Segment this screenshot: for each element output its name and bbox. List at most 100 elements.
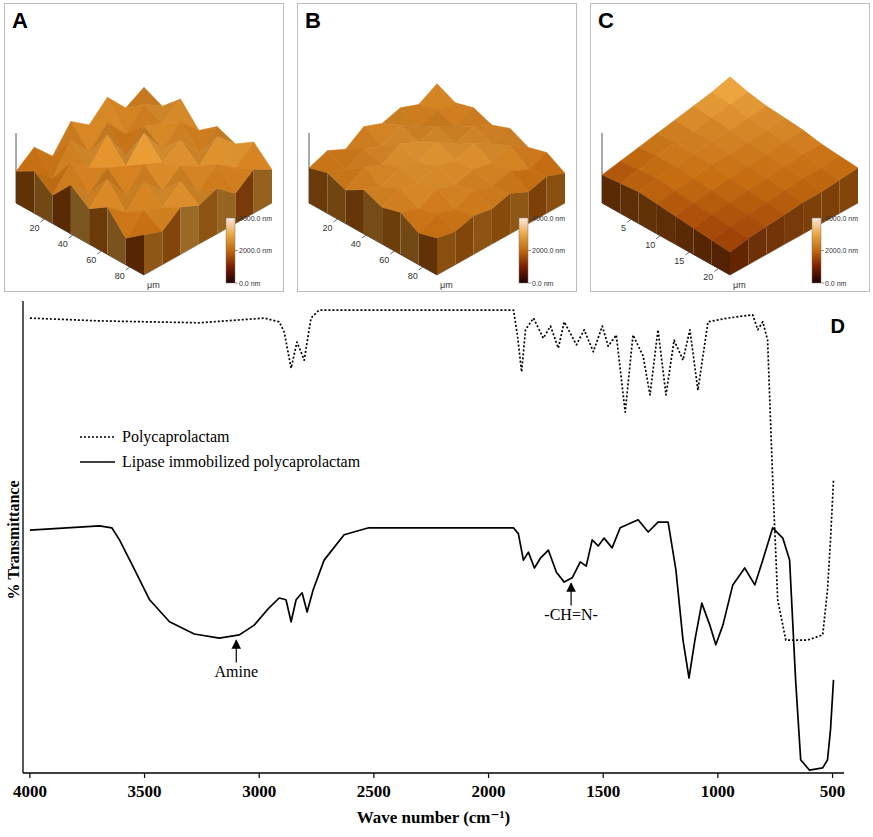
surface-cell	[419, 110, 456, 127]
legend-swatch	[80, 461, 115, 463]
x-axis-title: μm	[733, 280, 746, 290]
y-axis-title: % Transmittance	[5, 481, 22, 600]
panel-frame	[591, 4, 870, 292]
annotation-arrow	[570, 583, 571, 605]
surface-skirt	[547, 173, 565, 213]
x-axis-title: μm	[440, 280, 453, 290]
x-tick-label: 40	[351, 239, 361, 249]
x-axis	[23, 772, 844, 773]
x-tick-label: 3500	[128, 782, 162, 801]
x-tick	[373, 773, 374, 778]
surface-skirt	[309, 168, 327, 213]
surface-skirt	[840, 168, 858, 213]
x-tick-label: 1500	[586, 782, 620, 801]
surface-skirt	[675, 216, 693, 254]
surface-skirt	[382, 207, 400, 254]
colorbar-label: 4000.0 nm	[239, 215, 272, 222]
surface-cell	[419, 127, 456, 144]
surface-cell	[346, 168, 383, 191]
spectrum-line	[30, 520, 834, 770]
x-tick	[717, 773, 718, 778]
surface-skirt	[474, 209, 492, 254]
surface-skirt	[71, 185, 89, 244]
surface-cell	[199, 137, 236, 168]
colorbar-tick	[528, 218, 531, 219]
legend-swatch	[80, 436, 115, 438]
x-tick-label: 60	[86, 255, 96, 265]
y-axis	[730, 203, 858, 275]
x-tick-label: 20	[29, 223, 39, 233]
surface-skirt	[419, 233, 437, 275]
x-tick	[419, 267, 423, 270]
x-tick-label: 15	[674, 256, 684, 266]
surface-cell	[382, 188, 419, 212]
x-tick	[685, 252, 689, 255]
surface-cell	[126, 133, 163, 166]
x-tick	[333, 219, 337, 222]
surface-cell	[382, 144, 419, 166]
x-tick	[259, 773, 260, 778]
surface-skirt	[785, 202, 803, 244]
surface-skirt	[181, 206, 199, 255]
surface-skirt	[346, 190, 364, 234]
colorbar-tick	[528, 250, 531, 251]
x-tick-label: 20	[322, 223, 332, 233]
x-tick-label: 500	[820, 782, 846, 801]
x-axis-title: μm	[147, 280, 160, 290]
surface-skirt	[492, 194, 510, 245]
annotation: Amine	[215, 663, 259, 680]
afm-panel: 20406080μm0.0 nm2000.0 nm4000.0 nmA	[5, 4, 284, 292]
panel-frame	[5, 4, 284, 292]
colorbar-tick	[528, 283, 531, 284]
surface-skirt	[327, 173, 345, 224]
colorbar	[226, 218, 235, 283]
colorbar-tick	[235, 250, 238, 251]
x-tick	[97, 251, 101, 254]
x-tick	[29, 773, 30, 778]
colorbar-tick	[235, 218, 238, 219]
surface-cell	[89, 135, 126, 168]
afm-panel: 5101520μm0.0 nm2000.0 nm4000.0 nmC	[591, 4, 870, 292]
legend-label: Polycaprolactam	[122, 428, 230, 446]
ftir-panel: 4000350030002500200015001000500Wave numb…	[5, 301, 845, 827]
surface-skirt	[602, 175, 620, 213]
x-tick-label: 80	[408, 271, 418, 281]
surface-skirt	[400, 212, 418, 264]
x-tick	[126, 267, 130, 270]
x-tick-label: 5	[621, 223, 626, 233]
panel-label: B	[305, 8, 321, 33]
x-tick	[627, 219, 631, 222]
x-tick-label: 10	[645, 240, 655, 250]
x-tick-label: 60	[379, 255, 389, 265]
surface-skirt	[364, 190, 382, 244]
x-tick	[603, 773, 604, 778]
annotation: -CH=N-	[544, 606, 597, 623]
colorbar-tick	[821, 250, 824, 251]
x-tick	[40, 219, 44, 222]
annotation-arrow	[236, 640, 237, 662]
legend-label: Lipase immobilized polycaprolactam	[122, 453, 361, 471]
x-tick	[144, 773, 145, 778]
surface-skirt	[730, 239, 748, 276]
surface-skirt	[767, 214, 785, 254]
surface-skirt	[620, 184, 638, 224]
panel-label: D	[831, 315, 845, 337]
colorbar-label: 2000.0 nm	[825, 247, 858, 254]
x-tick-label: 3000	[242, 782, 276, 801]
colorbar-label: 0.0 nm	[239, 280, 261, 287]
x-tick-label: 1000	[701, 782, 735, 801]
surface-cell	[235, 142, 272, 170]
surface-skirt	[437, 232, 455, 276]
surface-skirt	[748, 226, 766, 264]
x-tick	[362, 235, 366, 238]
x-tick-label: 4000	[13, 782, 47, 801]
figure: 20406080μm0.0 nm2000.0 nm4000.0 nmA20406…	[0, 0, 873, 837]
surface-skirt	[639, 192, 657, 234]
surface-skirt	[126, 235, 144, 275]
x-tick-label: 2500	[357, 782, 391, 801]
surface-cell	[455, 108, 492, 127]
surface-cell	[162, 140, 199, 166]
x-tick	[714, 268, 718, 271]
surface-skirt	[89, 207, 107, 254]
afm-panel: 20406080μm0.0 nm2000.0 nm4000.0 nmB	[298, 4, 577, 292]
